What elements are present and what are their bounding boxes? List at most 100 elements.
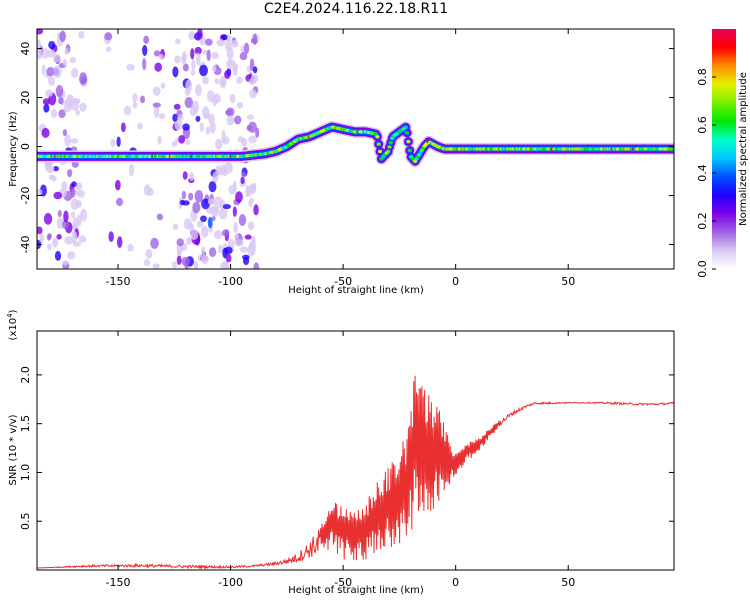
snr-frame — [36, 330, 675, 571]
spectrogram-cell — [403, 125, 408, 129]
colorbar-gradient — [712, 29, 736, 269]
spectrogram-cell — [158, 113, 166, 120]
spectrogram-cell — [224, 262, 230, 269]
spectrogram-cell — [62, 128, 68, 137]
spectrogram-cell — [375, 135, 380, 139]
spectrogram-cell — [253, 204, 259, 216]
spectrogram-cell — [126, 63, 135, 71]
spectrogram-cell — [194, 46, 202, 55]
spectrogram-cell — [59, 30, 66, 43]
spectrogram-cell — [224, 40, 232, 51]
spectrogram-cell — [143, 35, 150, 45]
spectrogram-cell — [41, 127, 50, 138]
spectrogram-cell — [47, 233, 52, 240]
snr-series-line — [37, 375, 674, 570]
spectrogram-cell — [172, 66, 179, 78]
spectrogram-cell — [226, 115, 235, 126]
spectrogram-cell — [236, 102, 244, 109]
spectrogram-cell — [37, 46, 43, 60]
spectrogram-cell — [80, 208, 87, 222]
spectrogram-cell — [251, 183, 257, 194]
spectrogram-cell — [194, 190, 204, 203]
spectrogram-cell — [188, 30, 196, 41]
spectrogram-cell — [56, 217, 64, 230]
spectrogram-cell — [142, 58, 147, 71]
spectrogram-cell — [190, 229, 199, 241]
spectrogram-cell — [387, 145, 392, 149]
spectrogram-cell — [193, 260, 199, 269]
spectrogram-cell — [127, 243, 134, 252]
spectrogram-cell — [37, 188, 43, 196]
spectrogram-cell — [150, 237, 159, 249]
spectrogram-cell — [47, 243, 52, 251]
spectrogram-cell — [201, 198, 210, 210]
x-tick-label: -150 — [106, 275, 131, 288]
y-tick-label: 2.0 — [19, 366, 32, 384]
spectrogram-cell — [108, 231, 114, 242]
y-tick-label: 1.5 — [19, 415, 32, 433]
spectrogram-x-axis-title: Height of straight line (km) — [288, 285, 424, 296]
spectrogram-cell — [176, 248, 182, 258]
spectrogram-cell — [250, 247, 256, 254]
spectrogram-cell — [39, 232, 44, 244]
spectrogram-cell — [46, 49, 56, 58]
colorbar-tick-label: 0.0 — [696, 260, 709, 278]
spectrogram-cell — [250, 74, 259, 83]
spectrogram-cell — [207, 216, 213, 229]
spectrogram-cell — [50, 109, 58, 118]
spectrogram-cell — [188, 192, 194, 201]
spectrogram-cell — [75, 182, 83, 191]
spectrogram-cell — [207, 198, 216, 205]
spectrogram-cell — [181, 53, 187, 65]
spectrogram-cell — [240, 176, 245, 185]
snr-y-axis-title: SNR (10 * v/v) — [8, 414, 19, 485]
spectrogram-cell — [232, 180, 237, 193]
spectrogram-cell — [44, 89, 54, 97]
spectrogram-cell — [209, 247, 217, 258]
spectrogram-cell — [152, 263, 160, 269]
spectrogram-cell — [199, 121, 204, 133]
spectrogram-cell — [37, 39, 41, 48]
spectrogram-cell — [232, 206, 237, 217]
spectrogram-cell — [48, 40, 56, 50]
spectrogram-cell — [191, 58, 196, 71]
spectrogram-cell — [217, 244, 223, 254]
spectrogram-cell — [62, 260, 69, 266]
colorbar-label: Normalized spectral amplitude — [738, 72, 749, 226]
spectrogram-cell — [64, 134, 71, 147]
spectrogram-cell — [373, 132, 378, 136]
spectrogram-cell — [237, 136, 245, 143]
spectrogram-cell — [61, 181, 68, 191]
spectrogram-cell — [70, 198, 79, 210]
spectrogram-cell — [54, 250, 62, 261]
spectrogram-cell — [153, 50, 161, 57]
spectrogram-cell — [376, 142, 381, 146]
spectrogram-cell — [78, 30, 85, 39]
colorbar-tick-label: 0.4 — [696, 164, 709, 182]
spectrogram-cell — [123, 105, 132, 116]
spectrogram-cell — [201, 245, 206, 256]
spectrogram-cell — [128, 163, 135, 177]
spectrogram-cell — [181, 256, 191, 267]
spectrogram-cell — [70, 187, 76, 198]
spectrogram-cell — [186, 237, 193, 245]
spectrogram-cell — [241, 171, 247, 178]
spectrogram-cell — [225, 253, 232, 263]
spectrogram-cell — [234, 233, 240, 240]
spectrogram-cell — [67, 169, 73, 178]
spectrogram-cell — [76, 189, 85, 198]
snr-x-axis-title: Height of straight line (km) — [288, 585, 424, 596]
spectrogram-cell — [224, 162, 233, 174]
spectrogram-cell — [234, 115, 242, 125]
spectrogram-cell — [190, 69, 196, 76]
spectrogram-cell — [184, 88, 191, 96]
spectrogram-cell — [145, 248, 153, 259]
snr-panel: -150 -100 -50 0 50 0.5 1.0 1.5 2.0 Height of st… — [6, 309, 675, 596]
spectrogram-cell — [182, 123, 190, 131]
colorbar-tick-label: 0.8 — [696, 68, 709, 86]
spectrogram-cell — [42, 98, 51, 106]
spectrogram-cell — [386, 149, 391, 154]
spectrogram-cell — [212, 64, 217, 73]
spectrogram-cell — [182, 63, 189, 72]
spectrogram-cell — [140, 95, 146, 104]
